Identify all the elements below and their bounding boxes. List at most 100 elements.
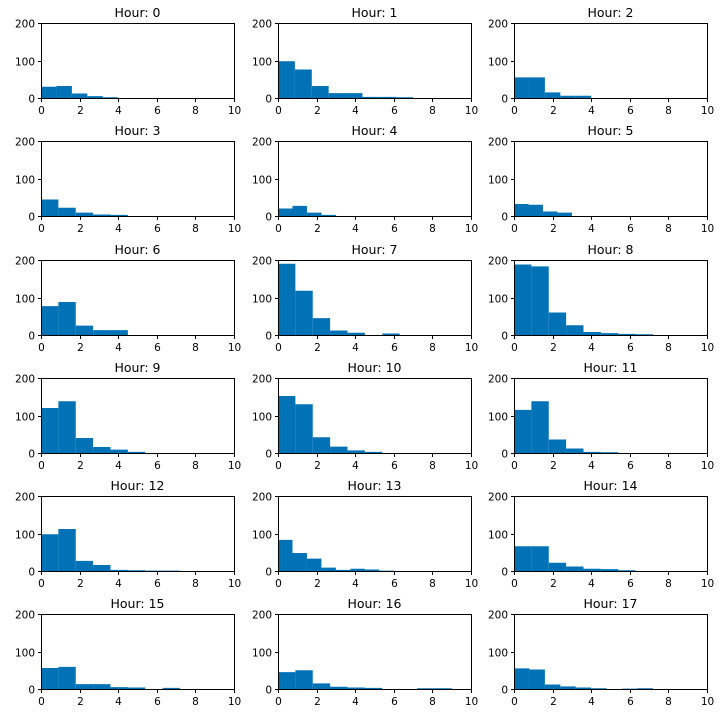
histogram-bar — [591, 688, 607, 689]
y-tick-label: 100 — [488, 530, 508, 542]
y-tick-label: 200 — [488, 492, 508, 504]
x-tick-label: 8 — [192, 578, 199, 590]
histogram-bar — [127, 570, 146, 571]
x-tick-label: 4 — [588, 578, 595, 590]
histogram-bar — [110, 449, 128, 454]
y-tick-label: 0 — [501, 94, 508, 106]
y-tick-label: 200 — [252, 610, 272, 622]
histogram-bar — [347, 332, 365, 335]
y-tick-label: 0 — [265, 331, 272, 343]
histogram-bar — [278, 61, 295, 98]
x-tick-label: 2 — [77, 342, 84, 354]
x-tick-label: 6 — [627, 223, 634, 235]
panel-title: Hour: 3 — [114, 123, 160, 138]
y-tick-label: 200 — [15, 374, 35, 386]
histogram-bar — [637, 688, 653, 689]
x-tick-label: 10 — [465, 460, 478, 472]
x-tick-label: 10 — [228, 342, 241, 354]
histogram-bar — [87, 96, 103, 99]
y-tick-label: 0 — [501, 331, 508, 343]
y-tick-label: 100 — [488, 294, 508, 306]
y-tick-label: 200 — [15, 19, 35, 31]
x-tick-label: 0 — [511, 578, 518, 590]
x-tick-label: 0 — [38, 696, 45, 708]
histogram-bar — [396, 97, 414, 98]
histogram-bar — [600, 569, 619, 572]
x-tick-label: 6 — [627, 342, 634, 354]
histogram-bar — [321, 567, 336, 572]
x-tick-label: 0 — [38, 342, 45, 354]
x-tick-label: 6 — [627, 578, 634, 590]
histogram-bar — [364, 687, 383, 690]
y-tick-label: 100 — [488, 57, 508, 69]
x-tick-label: 8 — [665, 105, 672, 117]
x-tick-label: 4 — [115, 223, 122, 235]
y-tick-label: 0 — [28, 685, 35, 697]
y-tick-label: 0 — [265, 94, 272, 106]
panel-title: Hour: 7 — [351, 242, 397, 257]
y-tick-label: 0 — [501, 685, 508, 697]
histogram-bar — [41, 86, 57, 98]
histogram-bar — [362, 96, 380, 99]
y-tick-label: 100 — [252, 294, 272, 306]
y-tick-label: 100 — [15, 57, 35, 69]
x-tick-label: 4 — [352, 696, 359, 708]
histogram-bar — [93, 330, 111, 336]
panel-title: Hour: 13 — [348, 478, 402, 493]
histogram-bar — [110, 687, 128, 690]
histogram-bar — [71, 93, 88, 98]
y-tick-label: 200 — [15, 610, 35, 622]
x-tick-label: 10 — [701, 223, 714, 235]
histogram-bar — [41, 534, 59, 571]
x-tick-label: 0 — [511, 696, 518, 708]
y-tick-label: 100 — [15, 412, 35, 424]
y-tick-label: 100 — [252, 412, 272, 424]
x-tick-label: 10 — [228, 696, 241, 708]
x-tick-label: 10 — [701, 105, 714, 117]
histogram-bar — [514, 546, 532, 571]
x-tick-label: 2 — [550, 578, 557, 590]
histogram-bar — [41, 408, 59, 453]
y-tick-label: 200 — [252, 19, 272, 31]
histogram-bar — [635, 334, 653, 335]
histogram-bar — [600, 452, 619, 453]
histogram-bar — [93, 447, 111, 453]
x-tick-label: 10 — [701, 696, 714, 708]
x-tick-label: 6 — [627, 105, 634, 117]
histogram-bar — [514, 264, 532, 335]
x-tick-label: 6 — [391, 342, 398, 354]
y-tick-label: 100 — [15, 648, 35, 660]
histogram-bar — [312, 683, 331, 690]
y-tick-label: 100 — [15, 175, 35, 187]
histogram-bar — [528, 204, 543, 216]
x-tick-label: 10 — [465, 105, 478, 117]
y-tick-label: 0 — [28, 212, 35, 224]
histogram-bar — [542, 211, 558, 216]
histogram-bar — [529, 77, 545, 99]
histogram-bar — [162, 687, 180, 690]
histogram-bar — [58, 529, 76, 571]
histogram-bar — [531, 546, 549, 571]
histogram-bar — [295, 670, 313, 689]
x-tick-label: 6 — [391, 105, 398, 117]
x-tick-label: 2 — [77, 696, 84, 708]
x-tick-label: 4 — [352, 223, 359, 235]
x-tick-label: 6 — [154, 460, 161, 472]
histogram-bar — [531, 266, 549, 336]
histogram-bar — [102, 97, 119, 98]
histogram-bar — [514, 204, 529, 216]
histogram-bar — [600, 333, 619, 336]
y-tick-label: 0 — [501, 449, 508, 461]
histogram-bar — [335, 569, 351, 572]
histogram-bar — [127, 687, 146, 689]
histogram-bar — [566, 325, 584, 335]
